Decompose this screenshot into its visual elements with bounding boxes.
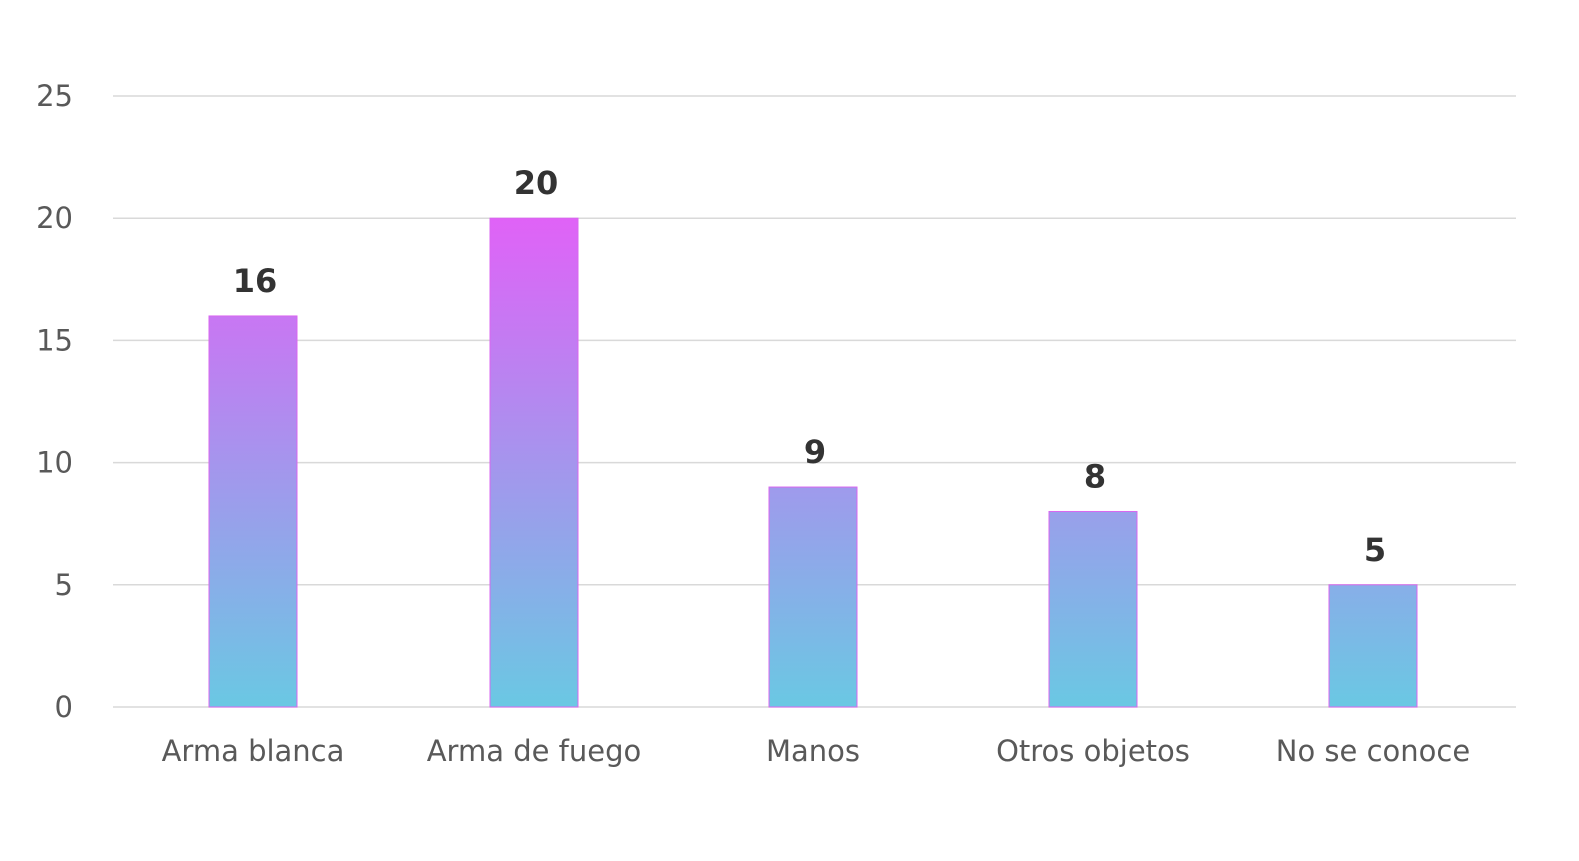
category-label: Manos bbox=[766, 734, 860, 768]
bar bbox=[489, 217, 579, 708]
data-label: 16 bbox=[233, 262, 278, 300]
bars bbox=[208, 217, 1418, 708]
category-label: No se conoce bbox=[1276, 734, 1470, 768]
y-tick-label: 0 bbox=[55, 690, 73, 724]
data-label: 8 bbox=[1084, 457, 1106, 495]
bar bbox=[1328, 584, 1418, 708]
x-axis-category-labels: Arma blanca Arma de fuego Manos Otros objet… bbox=[162, 734, 1471, 768]
y-tick-label: 25 bbox=[36, 79, 73, 113]
y-axis-tick-labels: 0 5 10 15 20 25 bbox=[36, 79, 73, 724]
data-labels: 16 20 9 8 5 bbox=[233, 164, 1386, 569]
data-label: 20 bbox=[514, 164, 559, 202]
gridlines bbox=[113, 95, 1516, 708]
data-label: 9 bbox=[804, 433, 826, 471]
y-tick-label: 15 bbox=[36, 323, 73, 357]
category-label: Otros objetos bbox=[996, 734, 1190, 768]
y-tick-label: 20 bbox=[36, 201, 73, 235]
data-label: 5 bbox=[1364, 531, 1386, 569]
y-tick-label: 10 bbox=[36, 446, 73, 480]
bar bbox=[768, 486, 858, 708]
category-label: Arma blanca bbox=[162, 734, 345, 768]
y-tick-label: 5 bbox=[55, 568, 73, 602]
bar bbox=[208, 315, 298, 708]
bar bbox=[1048, 510, 1138, 708]
category-label: Arma de fuego bbox=[427, 734, 642, 768]
